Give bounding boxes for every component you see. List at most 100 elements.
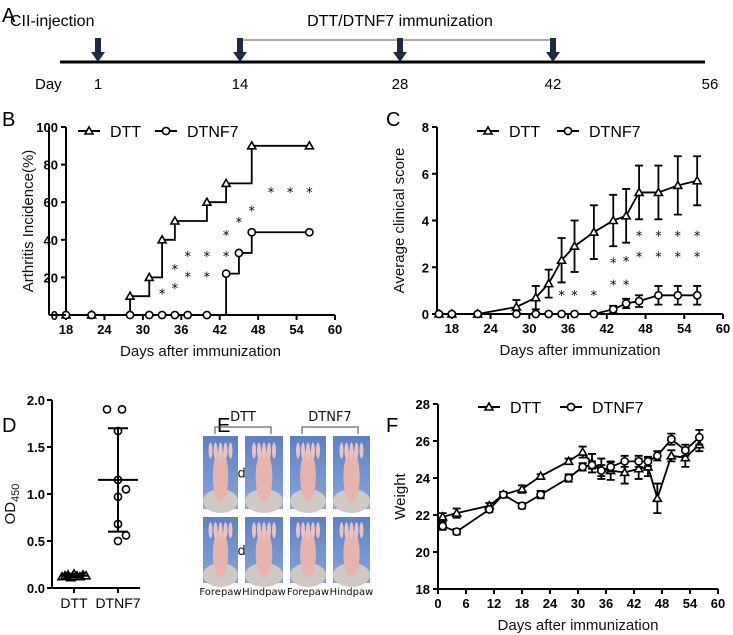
data-point	[531, 309, 541, 319]
toe	[311, 522, 315, 539]
arrow-down-icon	[393, 52, 407, 62]
day-tick-label: 14	[232, 76, 249, 93]
data-point	[124, 290, 136, 300]
y-tick-label: 20	[44, 270, 58, 285]
data-point	[570, 309, 579, 319]
chart-od450: 0.0 0.5 1.0 1.5 2.0 DTT DTNF7 OD450	[2, 393, 141, 611]
paw-photo	[203, 436, 238, 513]
data-point	[434, 309, 444, 319]
toe	[213, 522, 218, 539]
series-line	[66, 144, 310, 316]
toe	[208, 442, 213, 459]
data-point	[633, 463, 645, 473]
paw	[300, 529, 316, 578]
y-tick-label: 20	[416, 545, 430, 560]
x-tick-label: 6	[462, 596, 469, 611]
toe	[316, 522, 320, 539]
data-point	[691, 175, 703, 185]
data-point	[121, 484, 131, 494]
toe	[316, 442, 320, 459]
toe	[272, 442, 276, 459]
series-dtnf7	[438, 429, 704, 537]
y-axis-label: Arthritis Incidence(%)	[20, 150, 37, 293]
group-bracket	[214, 426, 272, 434]
significance-asterisk: *	[172, 282, 179, 297]
arrow-shaft-icon	[95, 38, 101, 54]
x-tick-label: 36	[599, 596, 613, 611]
data-point	[672, 179, 684, 190]
data-point	[589, 309, 599, 319]
data-point	[117, 404, 127, 414]
toe	[306, 442, 310, 459]
paw	[300, 449, 316, 503]
significance-asterisk: *	[223, 250, 230, 265]
data-point	[157, 310, 167, 320]
significance-asterisk: *	[306, 186, 313, 201]
data-point	[304, 227, 314, 237]
significance-asterisk: *	[610, 279, 617, 294]
column-label: Forepaw	[199, 587, 241, 598]
day-tick-label: 28	[392, 76, 409, 93]
significance-asterisk: *	[636, 251, 643, 266]
data-point	[607, 214, 619, 225]
paw	[343, 449, 360, 503]
toe	[272, 522, 276, 539]
toe	[301, 522, 305, 539]
data-point	[144, 310, 154, 320]
y-tick-label: 26	[416, 434, 430, 449]
paw	[343, 529, 360, 578]
toe	[223, 522, 228, 539]
y-tick-label: 80	[44, 158, 58, 173]
x-tick-label: 24	[543, 596, 558, 611]
toe	[267, 522, 271, 539]
day-tick-label: 42	[545, 76, 562, 93]
toe	[213, 442, 218, 459]
y-axis-label: OD450	[2, 484, 22, 525]
significance-asterisk: *	[204, 271, 211, 286]
x-tick-label: 12	[487, 596, 501, 611]
legend-marker-triangle	[83, 125, 95, 135]
x-tick-label: 60	[711, 596, 725, 611]
data-point	[634, 296, 644, 306]
data-point	[606, 462, 616, 472]
data-point	[620, 210, 632, 220]
significance-asterisk: *	[610, 256, 617, 271]
paw-photo	[245, 436, 283, 513]
significance-asterisk: *	[287, 186, 294, 201]
data-point	[438, 521, 448, 531]
data-point	[588, 226, 600, 236]
data-point	[587, 460, 597, 470]
column-label: Forepaw	[287, 587, 329, 598]
toe	[257, 442, 261, 459]
significance-asterisk: *	[172, 263, 179, 278]
arrow-down-icon	[546, 52, 560, 62]
group-label: DTNF7	[308, 410, 351, 425]
y-tick-label: 0.5	[27, 534, 45, 549]
data-point	[563, 455, 575, 466]
x-tick-label: DTNF7	[95, 595, 140, 611]
x-tick-label: 30	[136, 322, 150, 337]
data-point	[484, 505, 494, 514]
legend-label: DTT	[510, 400, 541, 417]
data-point	[304, 140, 315, 150]
toe	[218, 522, 223, 539]
significance-asterisk: *	[636, 230, 643, 245]
data-point	[633, 186, 645, 197]
data-point	[143, 271, 155, 282]
panel-label-a: A	[2, 5, 16, 27]
x-tick-label: 60	[716, 321, 730, 336]
data-point	[543, 277, 555, 288]
y-axis-label: Average clinical score	[391, 148, 408, 294]
data-point	[653, 186, 664, 197]
group-dtt	[56, 568, 92, 582]
y-tick-label: 28	[416, 397, 430, 412]
toe	[257, 522, 261, 539]
toe	[208, 522, 213, 539]
y-tick-label: 24	[416, 471, 431, 486]
data-point	[666, 434, 676, 444]
data-point	[634, 456, 644, 466]
data-point	[447, 309, 457, 319]
toe	[267, 442, 271, 459]
